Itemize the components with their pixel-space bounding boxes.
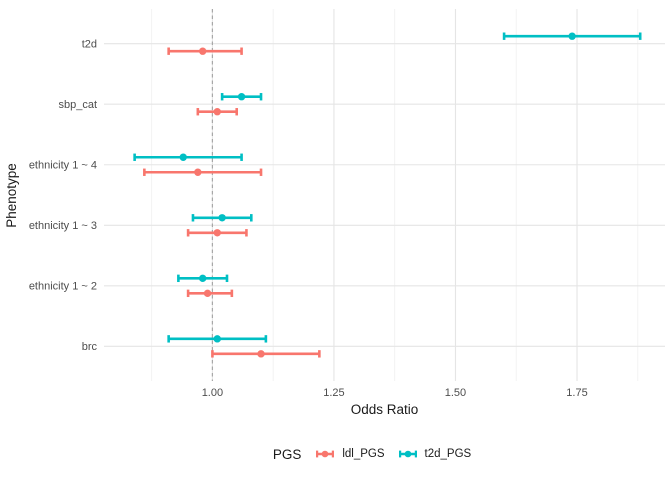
point-estimate-ldl_PGS bbox=[194, 168, 202, 176]
x-tick-label: 1.50 bbox=[445, 387, 466, 399]
y-tick-label: ethnicity 1 ~ 3 bbox=[29, 220, 97, 232]
t2d-pgs-errorbar-key-icon bbox=[398, 450, 417, 458]
point-estimate-t2d_PGS bbox=[198, 274, 207, 283]
point-estimate-ldl_PGS bbox=[213, 229, 221, 237]
legend-key-point bbox=[404, 450, 411, 458]
point-estimate-t2d_PGS bbox=[213, 335, 221, 343]
legend-title: PGS bbox=[272, 446, 302, 462]
point-estimate-ldl_PGS bbox=[213, 108, 221, 116]
y-tick-label: ethnicity 1 ~ 4 bbox=[29, 160, 97, 172]
y-axis-title-box: Phenotype bbox=[1, 9, 21, 381]
plot-panel: 1.00 1.25 1.50 1.75 t2d sbp_cat ethnicity 1 ~ … bbox=[29, 9, 665, 399]
x-tick-label: 1.00 bbox=[202, 387, 223, 399]
point-estimate-ldl_PGS bbox=[203, 289, 212, 298]
x-tick-label: 1.25 bbox=[323, 387, 344, 399]
y-tick-label: t2d bbox=[82, 39, 97, 51]
point-estimate-t2d_PGS bbox=[237, 93, 246, 101]
point-estimate-ldl_PGS bbox=[257, 350, 265, 358]
legend-item-label-ldl-pgs: ldl_PGS bbox=[342, 448, 385, 460]
y-tick-label: ethnicity 1 ~ 2 bbox=[29, 281, 97, 293]
point-estimate-ldl_PGS bbox=[198, 47, 207, 55]
x-axis-title: Odds Ratio bbox=[350, 402, 419, 417]
legend-item-t2d-pgs: t2d_PGS bbox=[397, 447, 472, 461]
point-estimate-t2d_PGS bbox=[218, 214, 226, 222]
legend: PGS ldl_PGS t2d_PGS bbox=[72, 443, 672, 465]
point-estimate-t2d_PGS bbox=[568, 32, 576, 40]
y-tick-label: brc bbox=[82, 341, 98, 353]
legend-item-label-t2d-pgs: t2d_PGS bbox=[424, 448, 472, 460]
x-tick-label: 1.75 bbox=[566, 387, 587, 399]
legend-key-point bbox=[322, 450, 329, 458]
point-estimate-t2d_PGS bbox=[179, 153, 187, 161]
ldl-pgs-errorbar-key-icon bbox=[316, 450, 335, 458]
legend-item-ldl-pgs: ldl_PGS bbox=[314, 447, 385, 461]
y-tick-label: sbp_cat bbox=[58, 99, 97, 111]
y-axis-title: Phenotype bbox=[3, 162, 19, 228]
